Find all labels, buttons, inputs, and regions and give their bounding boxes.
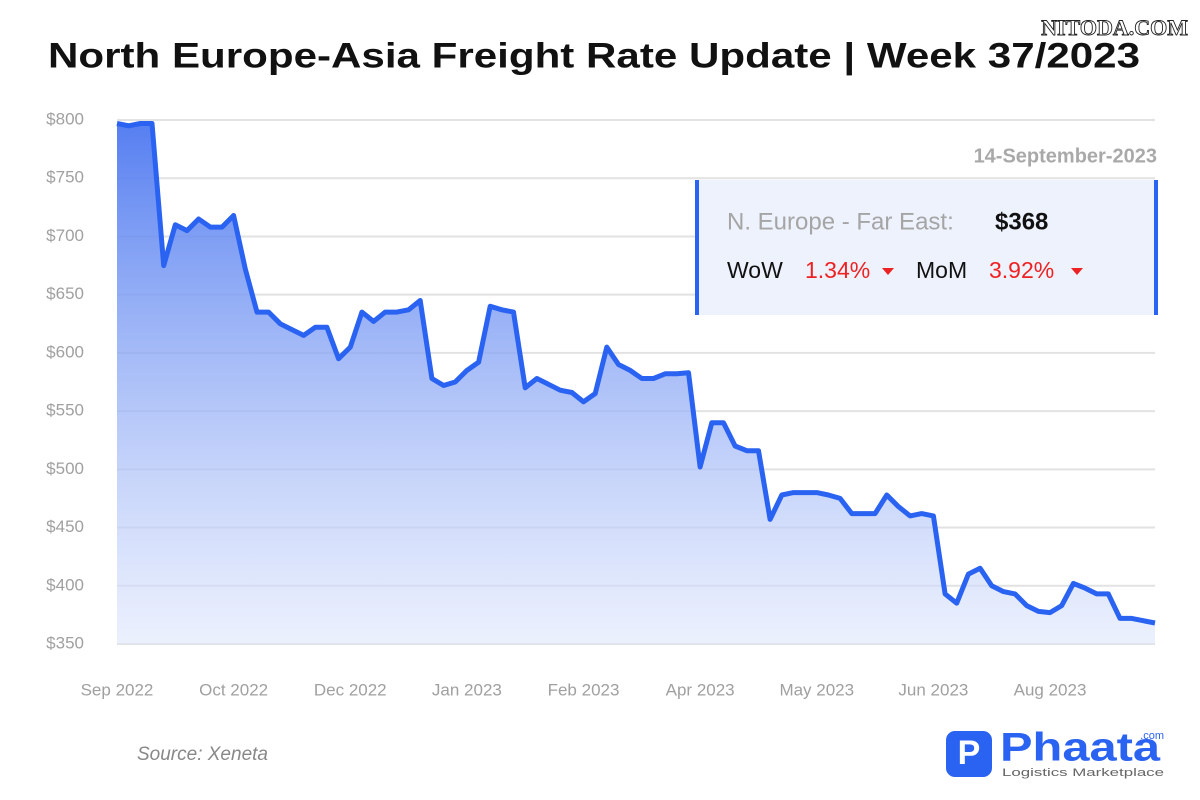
- x-tick-label: Jan 2023: [432, 680, 502, 699]
- wow-value: 1.34%: [805, 257, 870, 283]
- card-box: [695, 180, 1158, 315]
- x-tick-label: Oct 2022: [199, 680, 268, 699]
- x-tick-label: Feb 2023: [548, 680, 620, 699]
- down-arrow: [882, 268, 894, 275]
- logo-letter: P: [958, 734, 981, 772]
- source: Source: Xeneta: [137, 744, 268, 765]
- y-tick-label: $550: [46, 401, 84, 420]
- y-tick-label: $500: [46, 459, 84, 478]
- card-route: N. Europe - Far East:: [727, 208, 954, 235]
- chart-title: North Europe-Asia Freight Rate Update | …: [48, 36, 1140, 75]
- x-tick-label: Apr 2023: [666, 680, 735, 699]
- x-tick-label: Dec 2022: [314, 680, 387, 699]
- y-tick-label: $750: [46, 168, 84, 187]
- down-arrow: [1071, 268, 1083, 275]
- x-tick-label: May 2023: [779, 680, 854, 699]
- watermark: NITODA.COM: [1041, 15, 1188, 40]
- card-border: [695, 180, 699, 315]
- y-tick-label: $600: [46, 342, 84, 361]
- logo-icon: [946, 731, 992, 777]
- y-tick-label: $800: [46, 109, 84, 128]
- info-card: 14-September-2023 N. Europe - Far East: …: [695, 145, 1158, 315]
- y-tick-label: $650: [46, 284, 84, 303]
- y-tick-label: $400: [46, 575, 84, 594]
- y-tick-label: $700: [46, 226, 84, 245]
- mom-label: MoM: [916, 257, 967, 283]
- card-date: 14-September-2023: [974, 145, 1157, 167]
- brand-tagline: Logistics Marketplace: [1002, 767, 1164, 779]
- wow-label: WoW: [727, 257, 783, 283]
- x-tick-label: Jun 2023: [898, 680, 968, 699]
- x-tick-label: Sep 2022: [81, 680, 154, 699]
- y-tick-label: $350: [46, 633, 84, 652]
- y-tick-label: $450: [46, 517, 84, 536]
- area-fill: [117, 123, 1155, 644]
- logo: P Phaata .com Logistics Marketplace: [946, 726, 1164, 779]
- x-tick-label: Aug 2023: [1014, 680, 1087, 699]
- brand-name: Phaata: [1000, 726, 1161, 770]
- mom-value: 3.92%: [989, 257, 1054, 283]
- card-price: $368: [995, 208, 1048, 235]
- line: [116, 121, 1156, 626]
- plot-area: $350 $400 $450 $500 $550 $600 $650 $700 $750 $800…: [46, 109, 1156, 699]
- card-border: [1154, 180, 1158, 315]
- brand-suffix: .com: [1140, 730, 1164, 742]
